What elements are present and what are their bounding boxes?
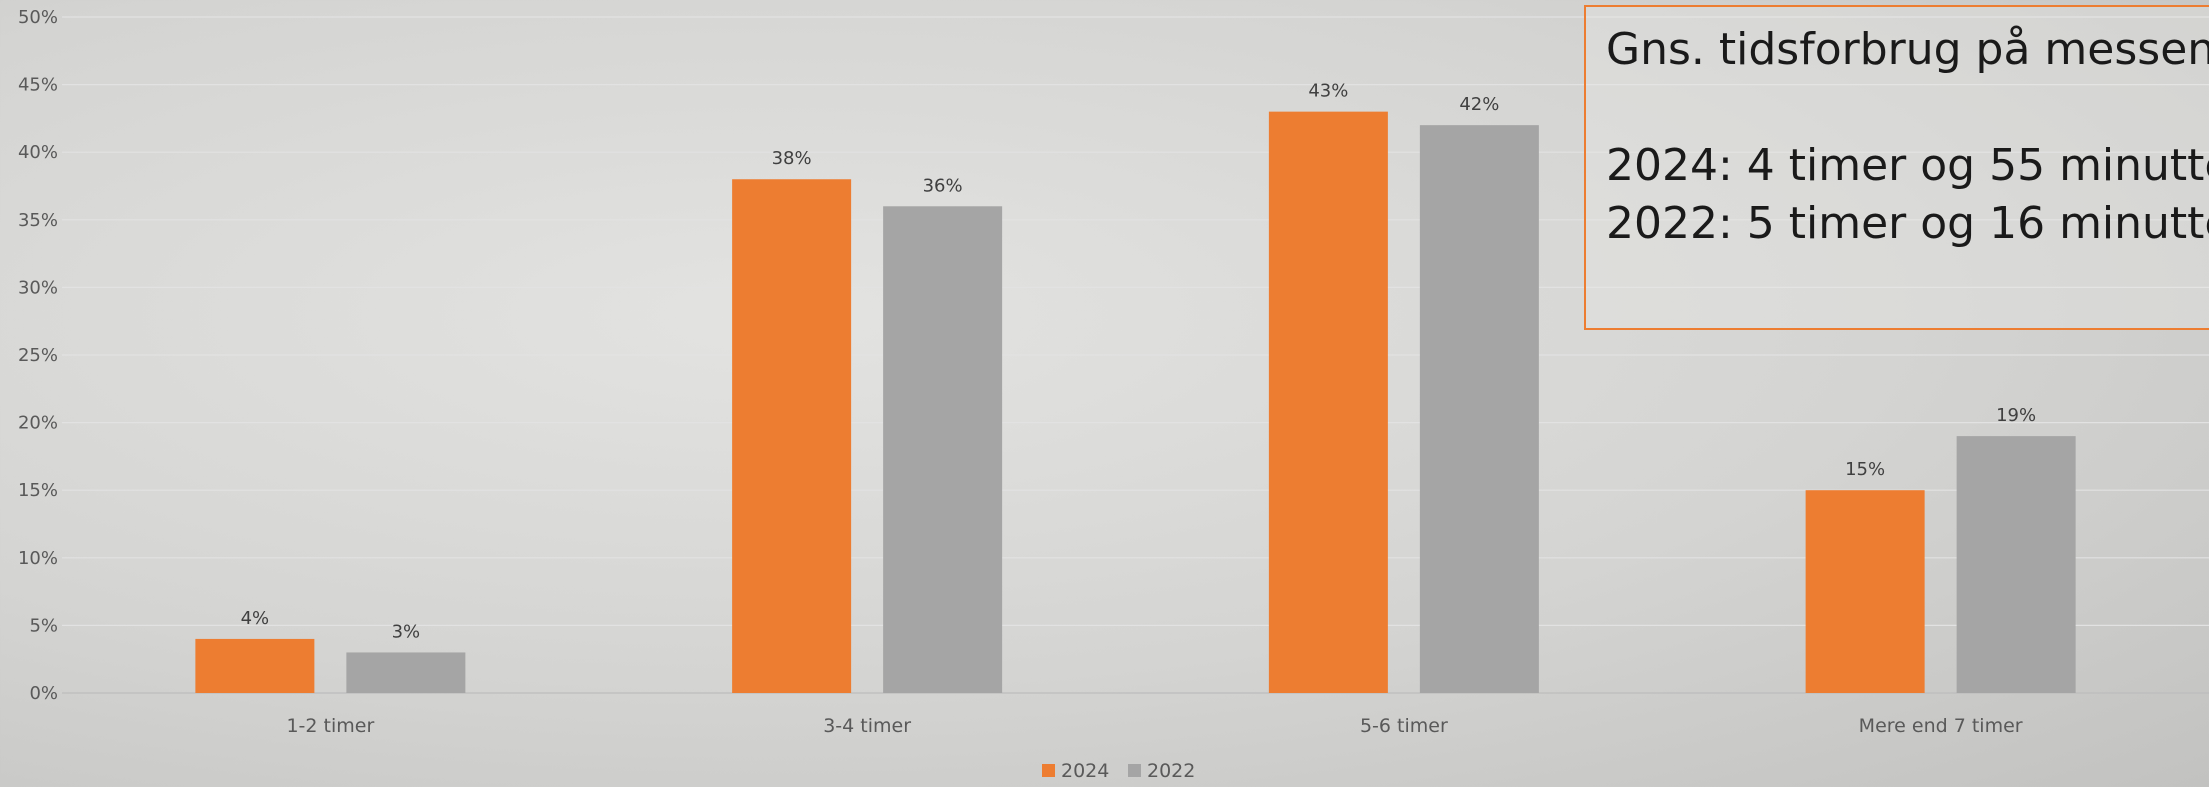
bar-2024-4 (1805, 490, 1925, 693)
data-label: 4% (241, 608, 270, 629)
data-label: 43% (1308, 81, 1348, 102)
x-tick-label: 3-4 timer (823, 715, 911, 737)
y-tick-label: 15% (18, 480, 58, 501)
average-time-title: Gns. tidsforbrug på messen: (1606, 24, 2209, 75)
y-tick-label: 25% (18, 345, 58, 366)
y-tick-label: 20% (18, 413, 58, 434)
y-tick-label: 45% (18, 75, 58, 96)
average-time-2022: 2022: 5 timer og 16 minutter (1606, 198, 2209, 249)
bar-2022-2 (883, 206, 1003, 693)
bar-2024-2 (732, 179, 852, 694)
y-tick-label: 30% (18, 277, 58, 298)
y-tick-label: 0% (29, 683, 58, 704)
bar-2024-1 (195, 638, 315, 693)
x-tick-label: 1-2 timer (286, 715, 374, 737)
data-label: 19% (1996, 405, 2036, 426)
y-tick-label: 50% (18, 7, 58, 28)
x-tick-label: 5-6 timer (1360, 715, 1448, 737)
data-label: 3% (392, 621, 421, 642)
data-label: 15% (1845, 459, 1885, 480)
legend-swatch (1128, 764, 1141, 777)
data-label: 36% (923, 175, 963, 196)
data-label: 42% (1459, 94, 1499, 115)
average-time-box: Gns. tidsforbrug på messen: 2024: 4 time… (1584, 5, 2209, 330)
bar-2022-4 (1956, 436, 2076, 693)
bar-2024-3 (1268, 111, 1388, 693)
bar-2022-1 (346, 652, 466, 693)
data-label: 38% (772, 148, 812, 169)
y-tick-label: 40% (18, 142, 58, 163)
legend-label: 2022 (1147, 760, 1195, 782)
legend-label: 2024 (1061, 760, 1109, 782)
average-time-2024: 2024: 4 timer og 55 minutter (1606, 140, 2209, 191)
x-tick-label: Mere end 7 timer (1859, 715, 2023, 737)
y-tick-label: 10% (18, 548, 58, 569)
legend-swatch (1042, 764, 1055, 777)
y-tick-label: 35% (18, 210, 58, 231)
bar-2022-3 (1419, 125, 1539, 693)
y-tick-label: 5% (29, 615, 58, 636)
